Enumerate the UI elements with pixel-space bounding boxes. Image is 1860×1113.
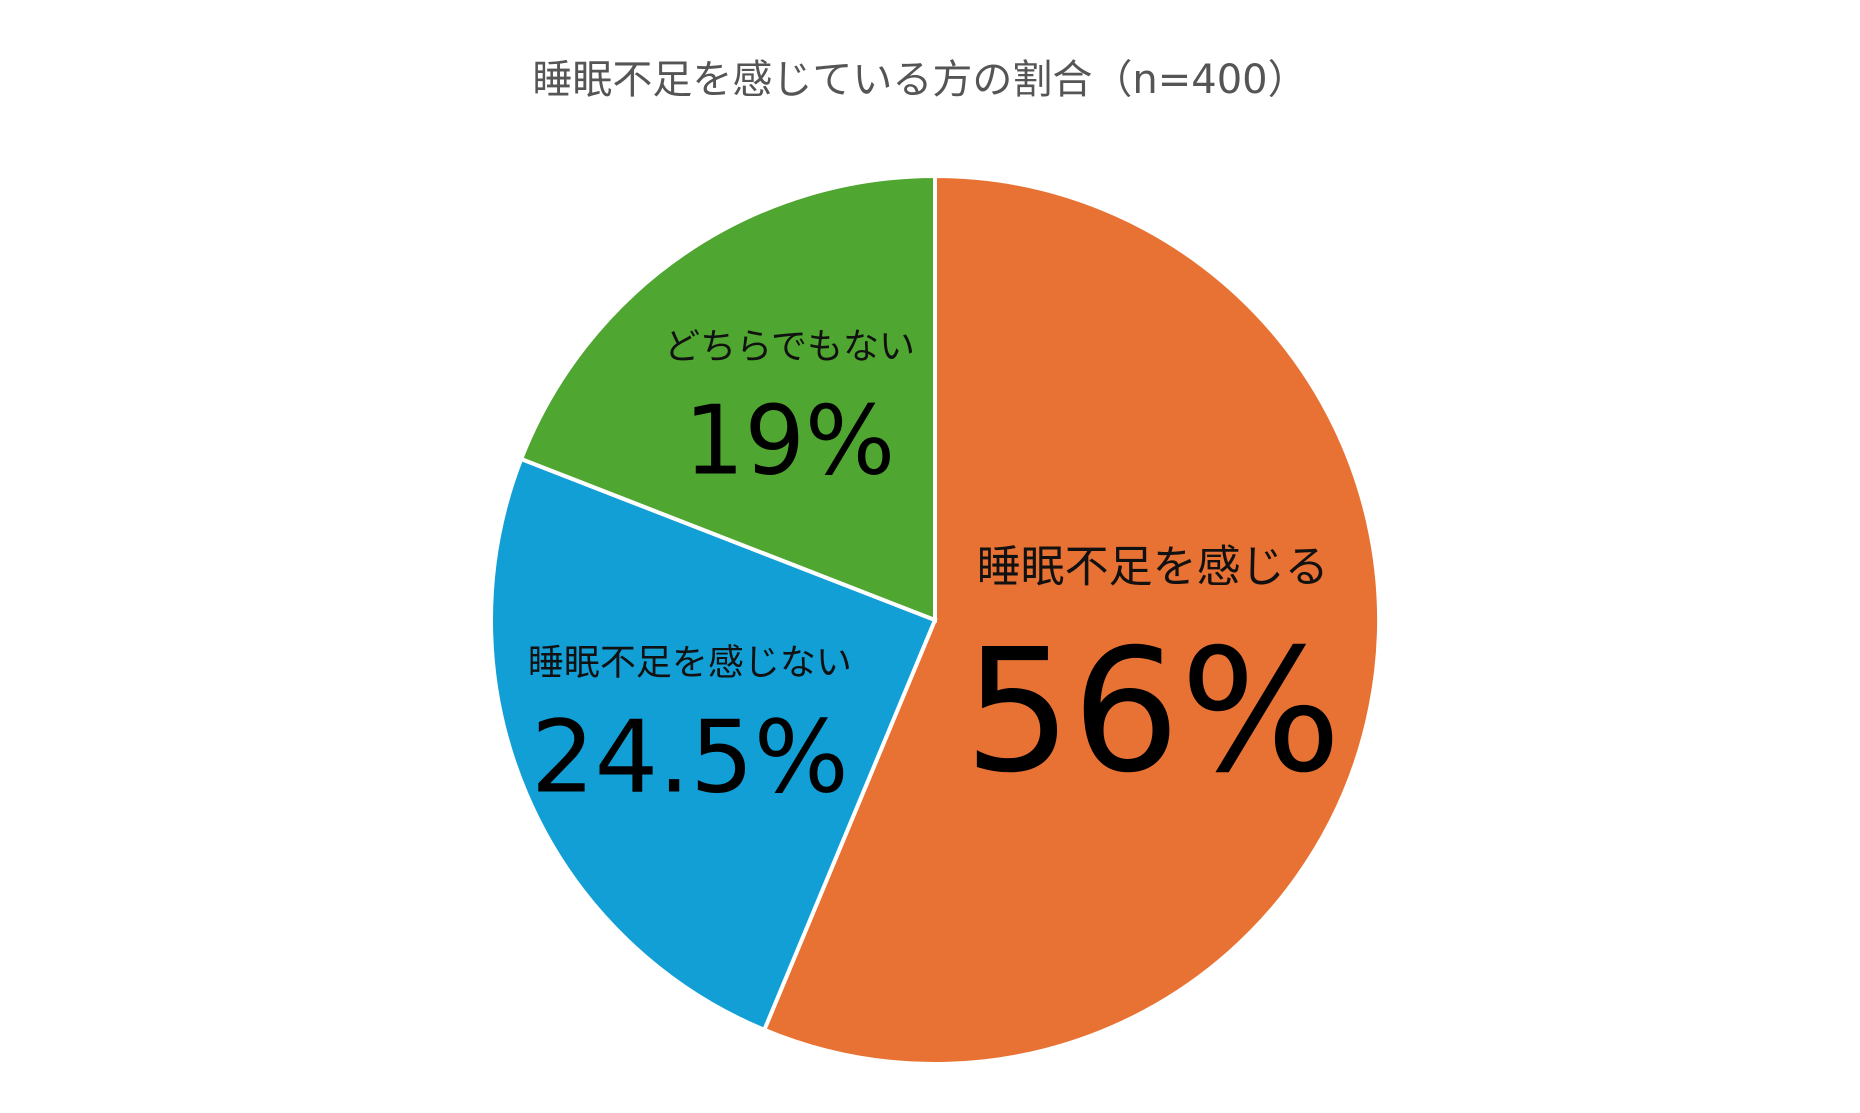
value-label: 24.5% <box>531 699 849 816</box>
pie-slice <box>518 173 937 623</box>
value-label: 56% <box>964 613 1342 811</box>
chart-title: 睡眠不足を感じている方の割合（n=400） <box>532 57 1307 103</box>
slice-name: 睡眠不足を感じる <box>977 542 1329 593</box>
value-label: 19% <box>684 386 895 496</box>
slice-name: 睡眠不足を感じない <box>528 642 852 683</box>
pie-slice <box>761 173 1381 1066</box>
slice-name: どちらでもない <box>664 326 915 367</box>
pie-slice <box>489 456 938 1033</box>
